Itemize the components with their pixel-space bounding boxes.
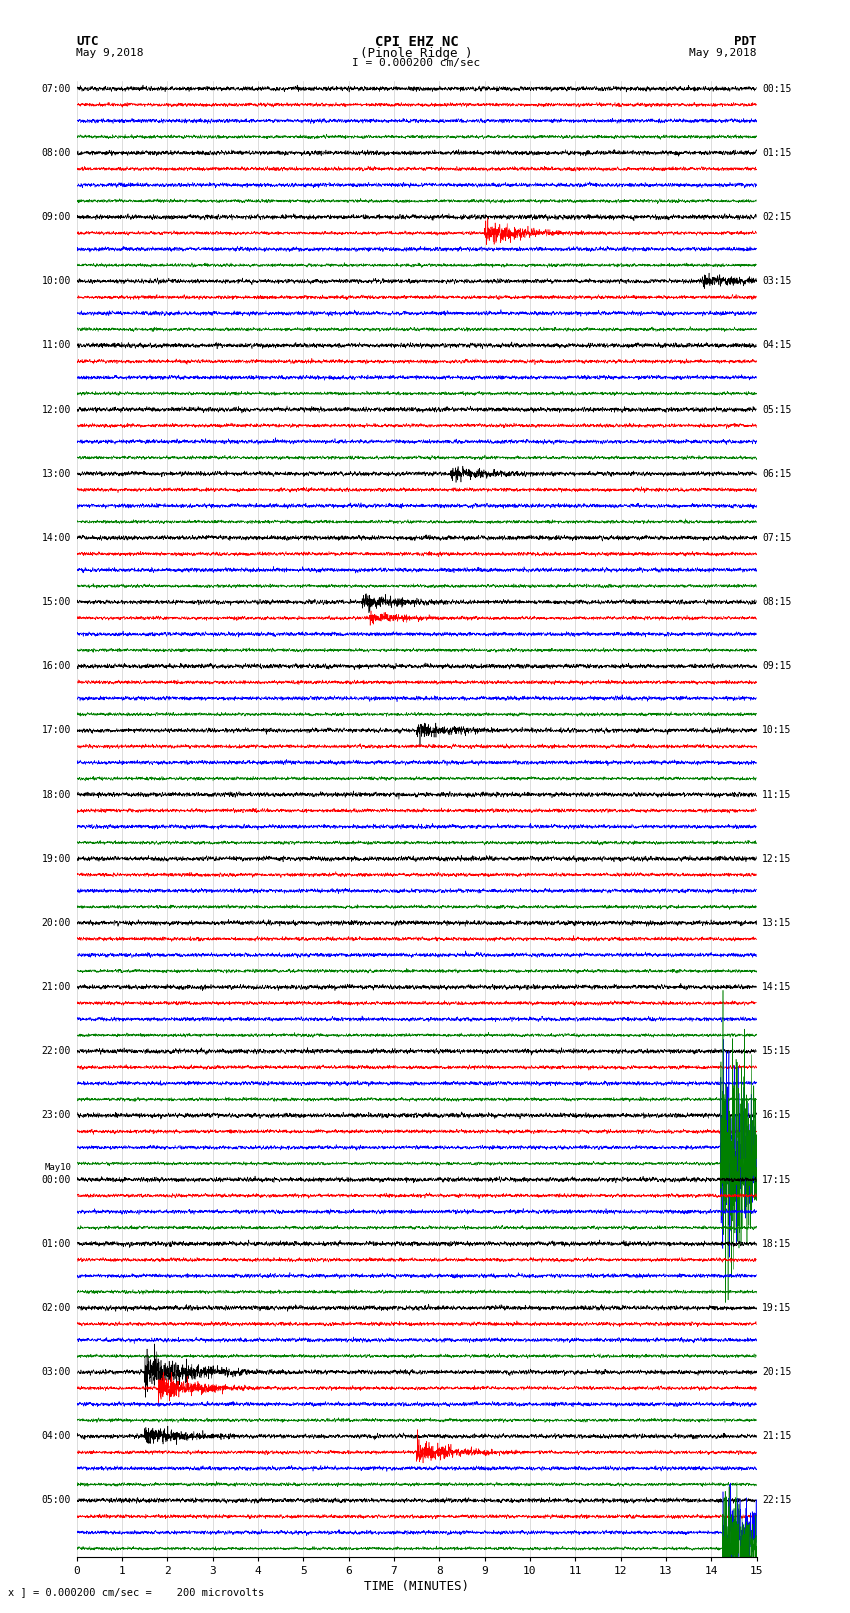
Text: 13:00: 13:00 [42,469,71,479]
X-axis label: TIME (MINUTES): TIME (MINUTES) [364,1579,469,1592]
Text: 07:15: 07:15 [762,532,791,544]
Text: PDT: PDT [734,35,756,48]
Text: CPI EHZ NC: CPI EHZ NC [375,35,458,50]
Text: 21:15: 21:15 [762,1431,791,1442]
Text: 05:00: 05:00 [42,1495,71,1505]
Text: May 9,2018: May 9,2018 [76,48,144,58]
Text: 03:00: 03:00 [42,1368,71,1378]
Text: 03:15: 03:15 [762,276,791,286]
Text: 04:00: 04:00 [42,1431,71,1442]
Text: 14:00: 14:00 [42,532,71,544]
Text: UTC: UTC [76,35,99,48]
Text: 18:15: 18:15 [762,1239,791,1248]
Text: 09:00: 09:00 [42,211,71,223]
Text: I = 0.000200 cm/sec: I = 0.000200 cm/sec [353,58,480,68]
Text: 01:00: 01:00 [42,1239,71,1248]
Text: 11:15: 11:15 [762,789,791,800]
Text: 20:00: 20:00 [42,918,71,927]
Text: 12:00: 12:00 [42,405,71,415]
Text: 14:15: 14:15 [762,982,791,992]
Text: 09:15: 09:15 [762,661,791,671]
Text: 04:15: 04:15 [762,340,791,350]
Text: 05:15: 05:15 [762,405,791,415]
Text: 02:00: 02:00 [42,1303,71,1313]
Text: 17:15: 17:15 [762,1174,791,1184]
Text: 22:00: 22:00 [42,1047,71,1057]
Text: 13:15: 13:15 [762,918,791,927]
Text: 10:15: 10:15 [762,726,791,736]
Text: 18:00: 18:00 [42,789,71,800]
Text: 11:00: 11:00 [42,340,71,350]
Text: 02:15: 02:15 [762,211,791,223]
Text: 08:00: 08:00 [42,148,71,158]
Text: 10:00: 10:00 [42,276,71,286]
Text: 22:15: 22:15 [762,1495,791,1505]
Text: 00:15: 00:15 [762,84,791,94]
Text: 07:00: 07:00 [42,84,71,94]
Text: 00:00: 00:00 [42,1174,71,1184]
Text: 23:00: 23:00 [42,1110,71,1121]
Text: x ] = 0.000200 cm/sec =    200 microvolts: x ] = 0.000200 cm/sec = 200 microvolts [8,1587,264,1597]
Text: 17:00: 17:00 [42,726,71,736]
Text: 16:00: 16:00 [42,661,71,671]
Text: 08:15: 08:15 [762,597,791,606]
Text: May10: May10 [44,1163,71,1171]
Text: 15:00: 15:00 [42,597,71,606]
Text: 01:15: 01:15 [762,148,791,158]
Text: 21:00: 21:00 [42,982,71,992]
Text: May 9,2018: May 9,2018 [689,48,756,58]
Text: 06:15: 06:15 [762,469,791,479]
Text: 20:15: 20:15 [762,1368,791,1378]
Text: 15:15: 15:15 [762,1047,791,1057]
Text: (Pinole Ridge ): (Pinole Ridge ) [360,47,473,60]
Text: 19:15: 19:15 [762,1303,791,1313]
Text: 19:00: 19:00 [42,853,71,863]
Text: 12:15: 12:15 [762,853,791,863]
Text: 16:15: 16:15 [762,1110,791,1121]
